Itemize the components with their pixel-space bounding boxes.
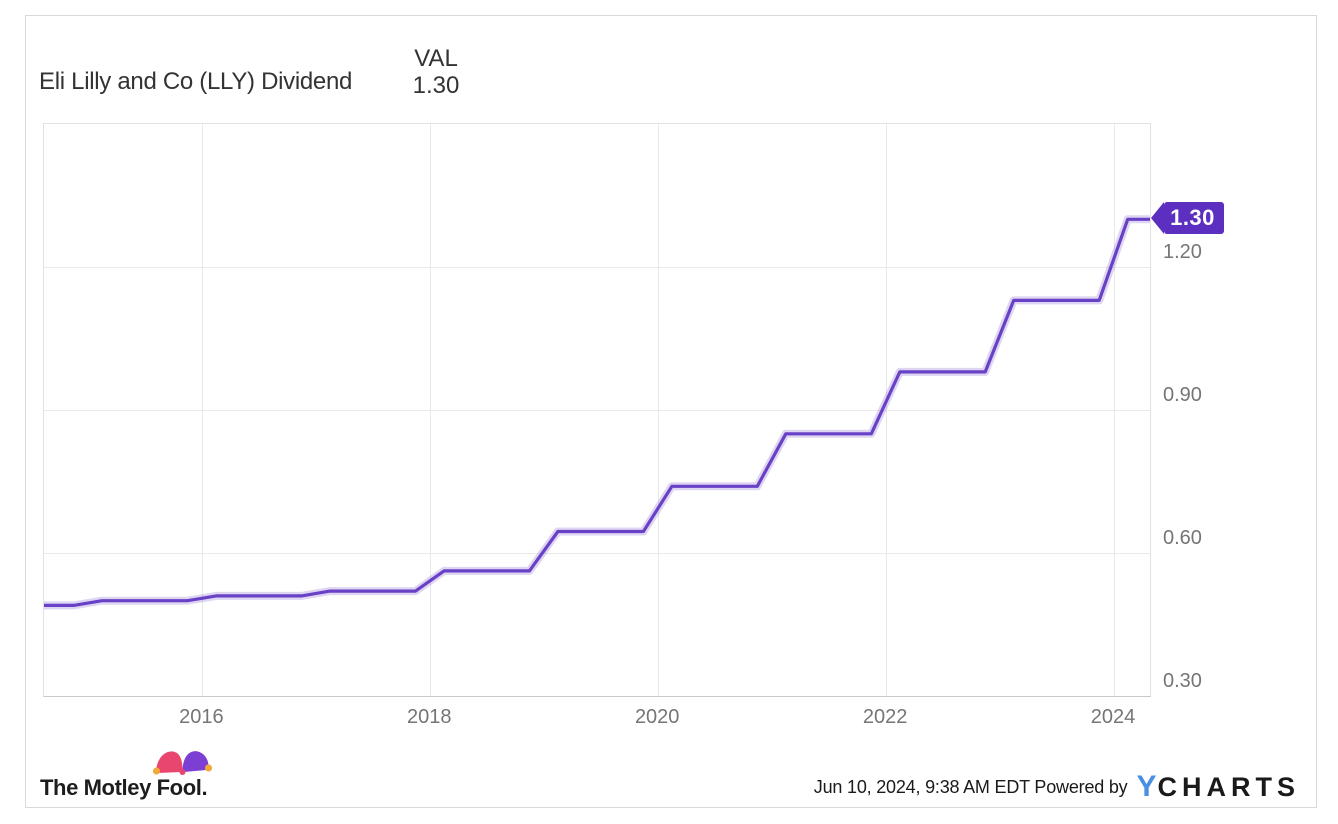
ycharts-y-icon: Y (1136, 770, 1158, 803)
dividend-line (44, 217, 1150, 607)
x-axis-tick-label: 2024 (1090, 706, 1136, 728)
motley-fool-wordmark: The Motley Fool. (40, 775, 208, 800)
x-axis-tick-label: 2018 (407, 706, 452, 728)
legend-value-header: VAL (414, 45, 458, 72)
dividend-line-halo (44, 215, 1150, 610)
footer-attribution: Jun 10, 2024, 9:38 AM EDT Powered by Y CH… (814, 769, 1300, 805)
chart-timestamp: Jun 10, 2024, 9:38 AM EDT Powered by (813, 776, 1128, 797)
x-axis-tick-label: 2022 (862, 706, 908, 728)
motley-fool-jester-hat-icon (152, 751, 213, 775)
x-axis-tick-label: 2016 (179, 706, 224, 728)
dividend-step-line-chart (44, 124, 1150, 696)
last-value-badge: 1.30 (1151, 202, 1224, 235)
plot-area (43, 123, 1151, 697)
last-value-badge-text: 1.30 (1164, 202, 1224, 235)
chart-card: Eli Lilly and Co (LLY) Dividend VAL 1.30… (25, 15, 1317, 808)
y-axis-tick-label: 0.90 (1163, 384, 1202, 406)
y-axis-tick-label: 1.20 (1163, 241, 1202, 263)
ycharts-logo: Y CHARTS (1136, 770, 1300, 803)
legend-value-column: VAL 1.30 (394, 45, 478, 99)
y-axis-tick-label: 0.30 (1163, 670, 1202, 692)
chart-title: Eli Lilly and Co (LLY) Dividend (39, 68, 353, 95)
y-axis-tick-label: 0.60 (1163, 527, 1202, 549)
x-axis-tick-label: 2020 (634, 706, 680, 728)
legend-current-value: 1.30 (412, 72, 460, 99)
